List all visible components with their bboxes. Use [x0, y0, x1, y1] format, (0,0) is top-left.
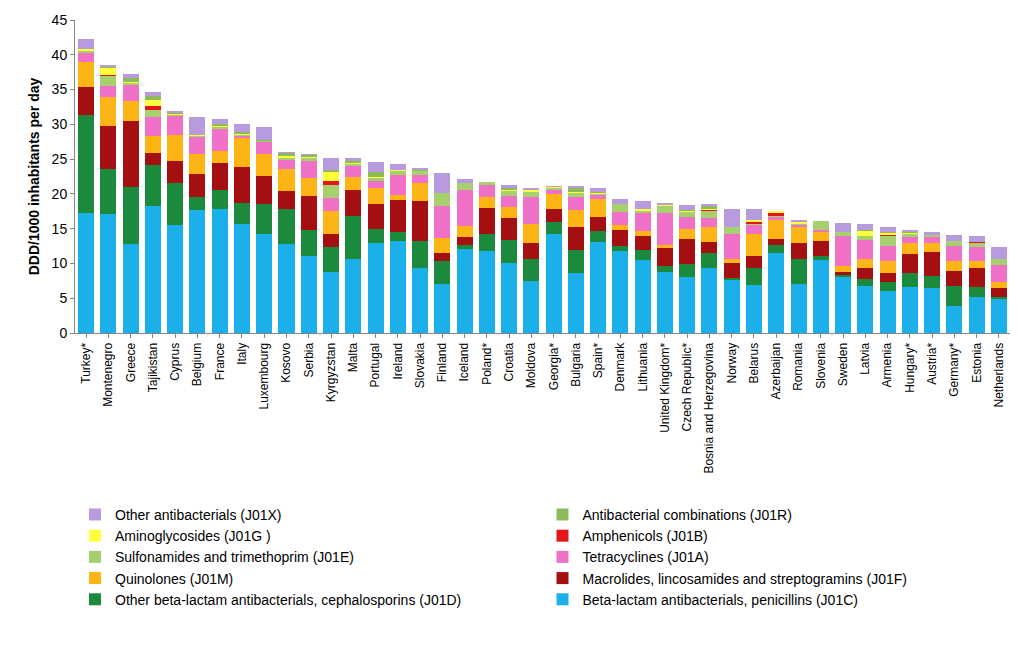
- svg-text:30: 30: [52, 116, 68, 132]
- svg-text:Norway: Norway: [725, 343, 739, 384]
- svg-text:Armenia: Armenia: [880, 342, 894, 387]
- svg-text:Germany*: Germany*: [947, 342, 961, 396]
- svg-text:Spain*: Spain*: [591, 342, 605, 378]
- svg-text:Czech Republic*: Czech Republic*: [680, 342, 694, 431]
- svg-text:Antibacterial combinations (J0: Antibacterial combinations (J01R): [583, 507, 792, 523]
- svg-text:United Kingdom*: United Kingdom*: [658, 342, 672, 432]
- svg-text:Luxembourg: Luxembourg: [257, 343, 271, 410]
- svg-text:20: 20: [52, 186, 68, 202]
- svg-text:Other beta-lactam antibacteria: Other beta-lactam antibacterials, cephal…: [115, 592, 461, 608]
- svg-text:Belarus: Belarus: [747, 343, 761, 384]
- svg-text:Poland*: Poland*: [480, 342, 494, 384]
- svg-text:Ireland: Ireland: [391, 343, 405, 380]
- svg-text:Amphenicols (J01B): Amphenicols (J01B): [583, 528, 708, 544]
- svg-text:Azerbaijan: Azerbaijan: [769, 343, 783, 400]
- svg-text:Italy: Italy: [235, 343, 249, 365]
- svg-text:Quinolones (J01M): Quinolones (J01M): [115, 571, 233, 587]
- svg-text:Cyprus: Cyprus: [168, 343, 182, 381]
- svg-text:10: 10: [52, 255, 68, 271]
- svg-text:5: 5: [59, 290, 67, 306]
- svg-text:25: 25: [52, 151, 68, 167]
- svg-text:Croatia: Croatia: [502, 342, 516, 381]
- svg-text:Sweden: Sweden: [836, 343, 850, 386]
- svg-text:Beta-lactam antibacterials, pe: Beta-lactam antibacterials, penicillins …: [583, 592, 858, 608]
- svg-text:Belgium: Belgium: [190, 343, 204, 386]
- svg-text:Estonia: Estonia: [970, 342, 984, 382]
- svg-text:Lithuania: Lithuania: [636, 342, 650, 391]
- svg-text:Slovenia: Slovenia: [814, 342, 828, 388]
- svg-text:Denmark: Denmark: [613, 342, 627, 392]
- svg-text:France: France: [213, 342, 227, 380]
- svg-text:0: 0: [59, 325, 67, 341]
- svg-text:Finland: Finland: [435, 343, 449, 382]
- svg-text:Portugal: Portugal: [368, 343, 382, 388]
- svg-text:Tajikistan: Tajikistan: [146, 343, 160, 392]
- svg-text:Slovakia: Slovakia: [413, 342, 427, 388]
- svg-text:40: 40: [52, 47, 68, 63]
- svg-text:Other antibacterials (J01X): Other antibacterials (J01X): [115, 507, 282, 523]
- svg-text:Kosovo: Kosovo: [279, 342, 293, 382]
- svg-text:Aminoglycosides (J01G ): Aminoglycosides (J01G ): [115, 528, 271, 544]
- svg-text:Sulfonamides and trimethoprim: Sulfonamides and trimethoprim (J01E): [115, 549, 354, 565]
- svg-text:Serbia: Serbia: [302, 342, 316, 377]
- svg-text:45: 45: [52, 12, 68, 28]
- svg-text:DDD/1000 inhabitants per day: DDD/1000 inhabitants per day: [26, 77, 42, 275]
- svg-text:Iceland: Iceland: [457, 343, 471, 382]
- svg-text:Tetracyclines (J01A): Tetracyclines (J01A): [583, 549, 709, 565]
- svg-text:35: 35: [52, 81, 68, 97]
- svg-text:Romania: Romania: [791, 342, 805, 390]
- svg-text:Montenegro: Montenegro: [101, 342, 115, 406]
- svg-text:Turkey*: Turkey*: [79, 342, 93, 383]
- svg-text:Austria*: Austria*: [925, 342, 939, 384]
- svg-text:Bulgaria: Bulgaria: [569, 342, 583, 386]
- svg-text:Malta: Malta: [346, 342, 360, 372]
- svg-text:Bosnia and Herzegovina: Bosnia and Herzegovina: [702, 342, 716, 473]
- svg-text:Moldova: Moldova: [524, 342, 538, 388]
- svg-text:Netherlands: Netherlands: [992, 343, 1006, 408]
- svg-text:15: 15: [52, 221, 68, 237]
- svg-text:Macrolides, lincosamides and s: Macrolides, lincosamides and streptogram…: [583, 571, 907, 587]
- svg-text:Hungary*: Hungary*: [903, 342, 917, 392]
- svg-text:Greece: Greece: [124, 342, 138, 382]
- svg-text:Latvia: Latvia: [858, 342, 872, 374]
- svg-text:Kyrgyzstan: Kyrgyzstan: [324, 343, 338, 402]
- svg-text:Georgia*: Georgia*: [547, 342, 561, 390]
